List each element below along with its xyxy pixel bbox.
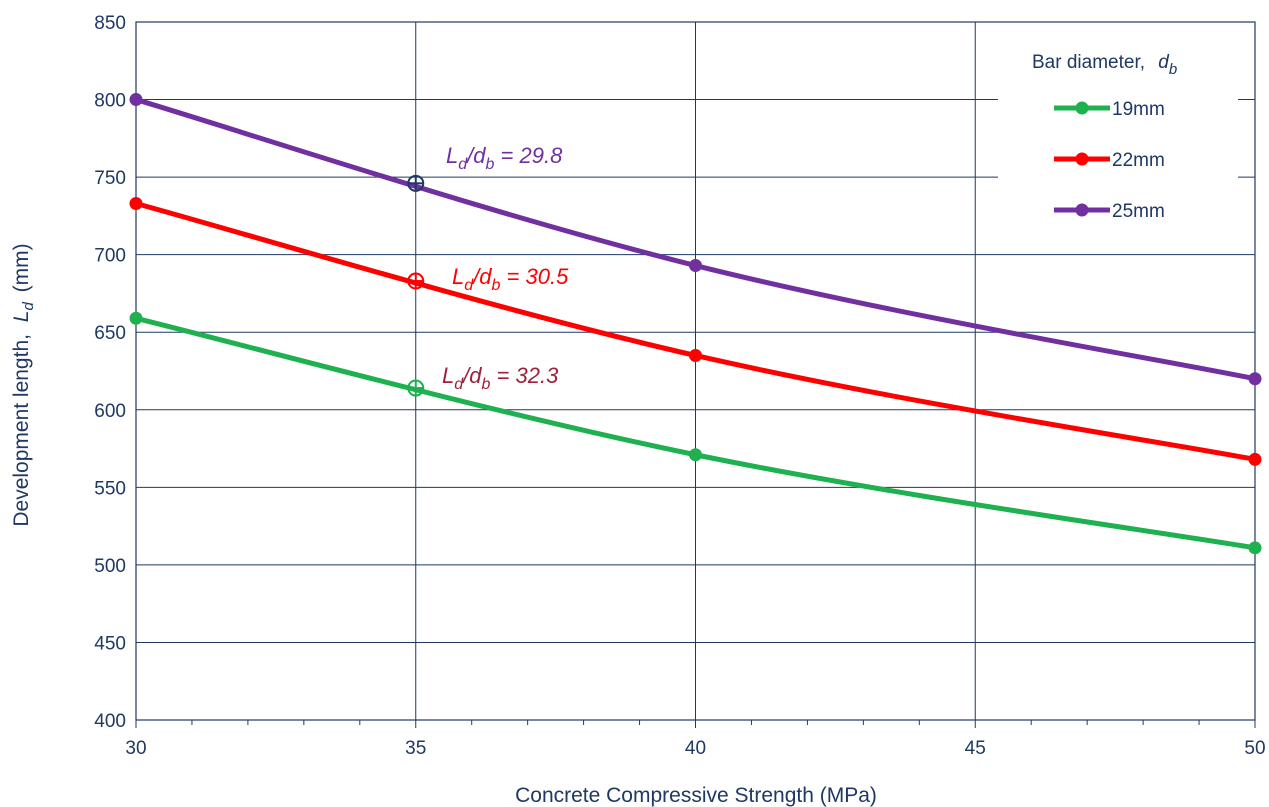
y-tick-label: 600 [94, 401, 126, 422]
x-tick-label: 35 [405, 738, 426, 759]
legend-item-22mm: 22mm [1054, 150, 1165, 171]
data-point-19mm [129, 311, 143, 325]
y-tick-label: 850 [94, 13, 126, 34]
legend-label: 19mm [1112, 99, 1165, 120]
data-point-25mm [689, 259, 702, 273]
legend-background [998, 40, 1238, 250]
axes: 400 450 500 550 600 650 700 750 800 850 30 35 40 45 50 [94, 13, 1265, 759]
x-tick-label: 45 [965, 738, 986, 759]
y-tick-label: 400 [94, 711, 126, 732]
data-point-25mm [129, 93, 143, 107]
y-tick-label: 750 [94, 168, 126, 189]
y-tick-label: 650 [94, 323, 126, 344]
data-point-22mm [689, 348, 702, 362]
y-tick-label: 800 [94, 91, 126, 112]
x-tick-label: 50 [1244, 738, 1265, 759]
y-tick-label: 700 [94, 246, 126, 267]
legend-item-19mm: 19mm [1054, 99, 1165, 120]
annotation-19mm: Ld/db = 32.3 [442, 363, 559, 393]
data-point-19mm [1248, 541, 1262, 555]
x-axis-title: Concrete Compressive Strength (MPa) [515, 784, 877, 807]
crosshair-marker-19mm [407, 379, 425, 397]
y-tick-label: 550 [94, 478, 126, 499]
data-point-19mm [689, 448, 702, 462]
y-tick-label: 500 [94, 556, 126, 577]
data-point-22mm [1248, 452, 1262, 466]
legend-title: Bar diameter, db [1032, 52, 1177, 78]
y-tick-label: 450 [94, 633, 126, 654]
data-point-22mm [129, 196, 143, 210]
y-axis-title: Development length, Ld (mm) [10, 243, 38, 526]
annotation-22mm: Ld/db = 30.5 [452, 264, 569, 294]
crosshair-marker-22mm [407, 272, 425, 290]
annotation-25mm: Ld/db = 29.8 [446, 143, 563, 173]
legend-label: 22mm [1112, 150, 1165, 171]
plot-area-border [135, 21, 1256, 721]
annotations: Ld/db = 29.8 Ld/db = 30.5 Ld/db = 32.3 [442, 143, 569, 393]
legend-item-25mm: 25mm [1054, 201, 1165, 222]
x-tick-label: 30 [125, 738, 146, 759]
legend-label: 25mm [1112, 201, 1165, 222]
crosshair-marker-25mm [407, 174, 425, 192]
x-tick-label: 40 [685, 738, 706, 759]
series-lines [129, 93, 1262, 555]
data-point-25mm [1248, 372, 1262, 386]
legend: Bar diameter, db 19mm 22mm 25mm [998, 40, 1238, 250]
